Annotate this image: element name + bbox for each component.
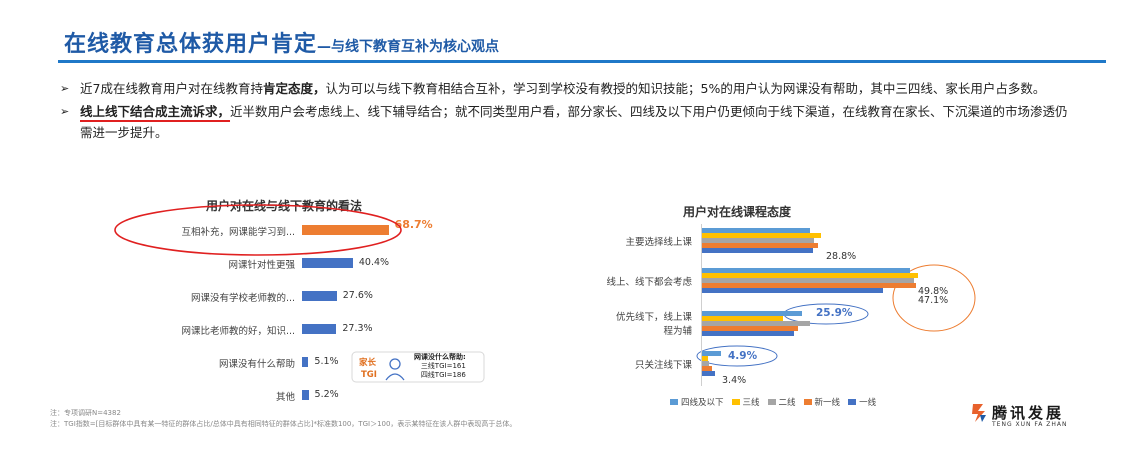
bar-三线 (702, 316, 783, 321)
category-label: 网课针对性更强 (228, 260, 295, 271)
value-label: 3.4% (722, 375, 747, 386)
legend-label: 新一线 (814, 398, 841, 408)
category-label: 互相补充，网课能学习到... (181, 227, 295, 238)
category-label: 网课没有学校老师教的... (190, 293, 295, 304)
callout-tag-parent: 家长 (359, 358, 377, 368)
arrow-bullet-icon: ➢ (60, 105, 70, 118)
logo-mark-icon (972, 404, 986, 422)
value-label: 27.6% (342, 290, 373, 301)
footnotes: 注：专项调研N=4382 注：TGI指数=[目标群体中具有某一特征的群体占比/总… (50, 408, 516, 430)
bar-四线及以下 (702, 268, 910, 273)
value-label: 5.2% (314, 389, 339, 400)
value-label: 47.1% (918, 295, 949, 306)
category-label: 网课比老师教的好，知识... (181, 326, 295, 337)
legend-item: 三线 (731, 396, 760, 408)
bar-一线 (702, 288, 884, 293)
bar-四线及以下 (702, 228, 810, 233)
legend-item: 四线及以下 (670, 396, 724, 408)
value-label: 28.8% (826, 251, 857, 262)
logo-name: 腾讯发展 (992, 404, 1065, 422)
bar (302, 225, 389, 235)
value-label: 25.9% (816, 307, 853, 319)
legend-label: 四线及以下 (681, 398, 724, 408)
chart-legend: 四线及以下 三线 二线 新一线 一线 (670, 396, 884, 408)
value-label: 68.7% (394, 218, 433, 231)
legend-label: 二线 (778, 398, 796, 408)
value-label: 4.9% (728, 350, 758, 362)
legend-label: 一线 (859, 398, 877, 408)
callout-text: 网课没什么帮助: 三线TGI=161 四线TGI=186 (414, 353, 466, 380)
legend-swatch (803, 399, 812, 405)
legend-item: 新一线 (803, 396, 841, 408)
bar-新一线 (702, 326, 799, 331)
callout-line: 三线TGI=161 (420, 362, 466, 370)
callout-tag-tgi: TGI (361, 370, 377, 380)
value-label: 27.3% (342, 323, 373, 334)
category-label: 线上、线下都会考虑 (606, 276, 692, 288)
bullet-list: ➢ 近7成在线教育用户对在线教育持肯定态度，认为可以与线下教育相结合互补，学习到… (60, 78, 1080, 145)
bar (302, 258, 353, 268)
bar-三线 (702, 356, 708, 361)
title-divider (58, 60, 1106, 63)
bar-三线 (702, 273, 918, 278)
arrow-bullet-icon: ➢ (60, 82, 70, 95)
bar-新一线 (702, 283, 916, 288)
legend-swatch (731, 399, 740, 405)
legend-item: 二线 (767, 396, 796, 408)
category-label: 其他 (275, 392, 295, 403)
value-label: 49.8% (918, 286, 949, 297)
bullet-item: ➢ 近7成在线教育用户对在线教育持肯定态度，认为可以与线下教育相结合互补，学习到… (60, 78, 1080, 99)
bar-二线 (702, 238, 814, 243)
bar (302, 390, 309, 400)
bullet-emphasis: 线上线下结合成主流诉求， (80, 104, 231, 119)
bar-新一线 (702, 243, 818, 248)
bar-新一线 (702, 366, 712, 371)
bullet-emphasis: 肯定态度， (262, 81, 326, 96)
callout-line: 四线TGI=186 (420, 371, 466, 379)
bar-四线及以下 (702, 311, 802, 316)
legend-swatch (670, 399, 678, 405)
bullet-text: 认为可以与线下教育相结合互补，学习到学校没有教授的知识技能；5%的用户认为网课没… (325, 81, 1046, 96)
footnote-tgi: 注：TGI指数=[目标群体中具有某一特征的群体占比/总体中具有相同特征的群体占比… (50, 420, 517, 428)
bar-二线 (702, 361, 709, 366)
legend-label: 三线 (742, 398, 760, 408)
legend-item: 一线 (848, 396, 876, 408)
page-title-main: 在线教育总体获用户肯定 (64, 32, 318, 57)
bar-二线 (702, 321, 810, 326)
bar-四线及以下 (702, 351, 721, 356)
bar (302, 357, 309, 367)
category-label: 优先线下，线上课程为辅 (615, 312, 692, 337)
legend-swatch (767, 399, 776, 405)
bar (302, 291, 337, 301)
bullet-text: 近半数用户会考虑线上、线下辅导结合；就不同类型用户看，部分家长、四线及以下用户仍… (80, 104, 1068, 140)
footnote-sample: 注：专项调研N=4382 (50, 409, 121, 417)
bar-一线 (702, 248, 813, 253)
category-label: 主要选择线上课 (625, 236, 692, 248)
bullet-item: ➢ 线上线下结合成主流诉求，近半数用户会考虑线上、线下辅导结合；就不同类型用户看… (60, 101, 1080, 143)
axis-line (701, 224, 702, 386)
category-label: 只关注线下课 (634, 359, 692, 371)
legend-swatch (848, 399, 857, 405)
person-icon (385, 358, 405, 381)
category-label: 网课没有什么帮助 (218, 359, 295, 370)
brand-logo: 腾讯发展 TENG XUN FA ZHAN (970, 402, 1067, 428)
chart-title: 用户对在线与线下教育的看法 (206, 199, 363, 213)
callout-title: 网课没什么帮助: (414, 353, 466, 361)
value-label: 40.4% (358, 257, 390, 268)
page-title-sub: —与线下教育互补为核心观点 (317, 39, 500, 55)
bar-一线 (702, 371, 716, 376)
logo-subtitle: TENG XUN FA ZHAN (992, 421, 1068, 428)
value-label: 5.1% (314, 356, 339, 367)
page-title: 在线教育总体获用户肯定—与线下教育互补为核心观点 (64, 26, 499, 58)
bar-一线 (702, 331, 795, 336)
bar-二线 (702, 278, 914, 283)
bar-三线 (702, 233, 822, 238)
chart-title: 用户对在线课程态度 (683, 205, 792, 219)
bar (302, 324, 337, 334)
bullet-text: 近7成在线教育用户对在线教育持 (80, 81, 263, 96)
